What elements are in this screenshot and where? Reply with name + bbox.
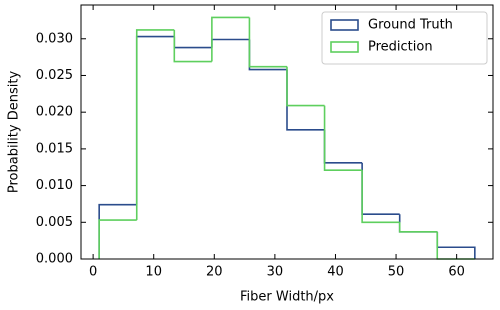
histogram-step bbox=[361, 170, 400, 224]
histogram-step bbox=[361, 162, 400, 216]
histogram-step bbox=[98, 203, 137, 259]
x-tick-label: 20 bbox=[206, 265, 223, 280]
x-tick-label: 30 bbox=[267, 265, 284, 280]
x-tick-label: 10 bbox=[145, 265, 162, 280]
y-axis-label: Probability Density bbox=[7, 71, 22, 194]
histogram-step bbox=[173, 29, 212, 63]
histogram-step bbox=[135, 29, 175, 221]
legend-box bbox=[321, 11, 488, 65]
x-tick-label: 50 bbox=[388, 265, 405, 280]
histogram-step bbox=[173, 36, 212, 49]
histogram-step bbox=[286, 66, 325, 107]
x-axis-label: Fiber Width/px bbox=[240, 290, 334, 305]
histogram-step bbox=[398, 222, 438, 233]
histogram-step bbox=[398, 214, 438, 233]
histogram-step bbox=[135, 35, 175, 205]
legend-swatch bbox=[330, 41, 359, 53]
plot-frame bbox=[80, 4, 494, 260]
histogram-step bbox=[98, 219, 137, 259]
histogram-step bbox=[248, 17, 287, 68]
y-tick-label: 0.015 bbox=[36, 141, 73, 156]
legend-label: Ground Truth bbox=[368, 18, 453, 33]
histogram-step bbox=[436, 231, 475, 260]
histogram-step bbox=[211, 38, 250, 48]
histogram-step bbox=[323, 129, 363, 164]
legend-swatch bbox=[330, 19, 359, 31]
x-tick-label: 40 bbox=[327, 265, 344, 280]
y-tick-label: 0.010 bbox=[36, 178, 73, 193]
y-tick-label: 0.020 bbox=[36, 105, 73, 120]
legend-label: Prediction bbox=[368, 40, 433, 55]
y-tick-label: 0.000 bbox=[36, 252, 73, 267]
y-tick-label: 0.030 bbox=[36, 31, 73, 46]
y-tick-label: 0.005 bbox=[36, 215, 73, 230]
x-tick-label: 60 bbox=[448, 265, 465, 280]
histogram-step bbox=[436, 231, 476, 259]
y-tick-label: 0.025 bbox=[36, 68, 73, 83]
x-tick-label: 0 bbox=[89, 265, 97, 280]
histogram-step bbox=[211, 16, 250, 62]
histogram-step bbox=[286, 69, 325, 131]
histogram-step bbox=[248, 39, 287, 71]
histogram-step bbox=[323, 105, 363, 171]
